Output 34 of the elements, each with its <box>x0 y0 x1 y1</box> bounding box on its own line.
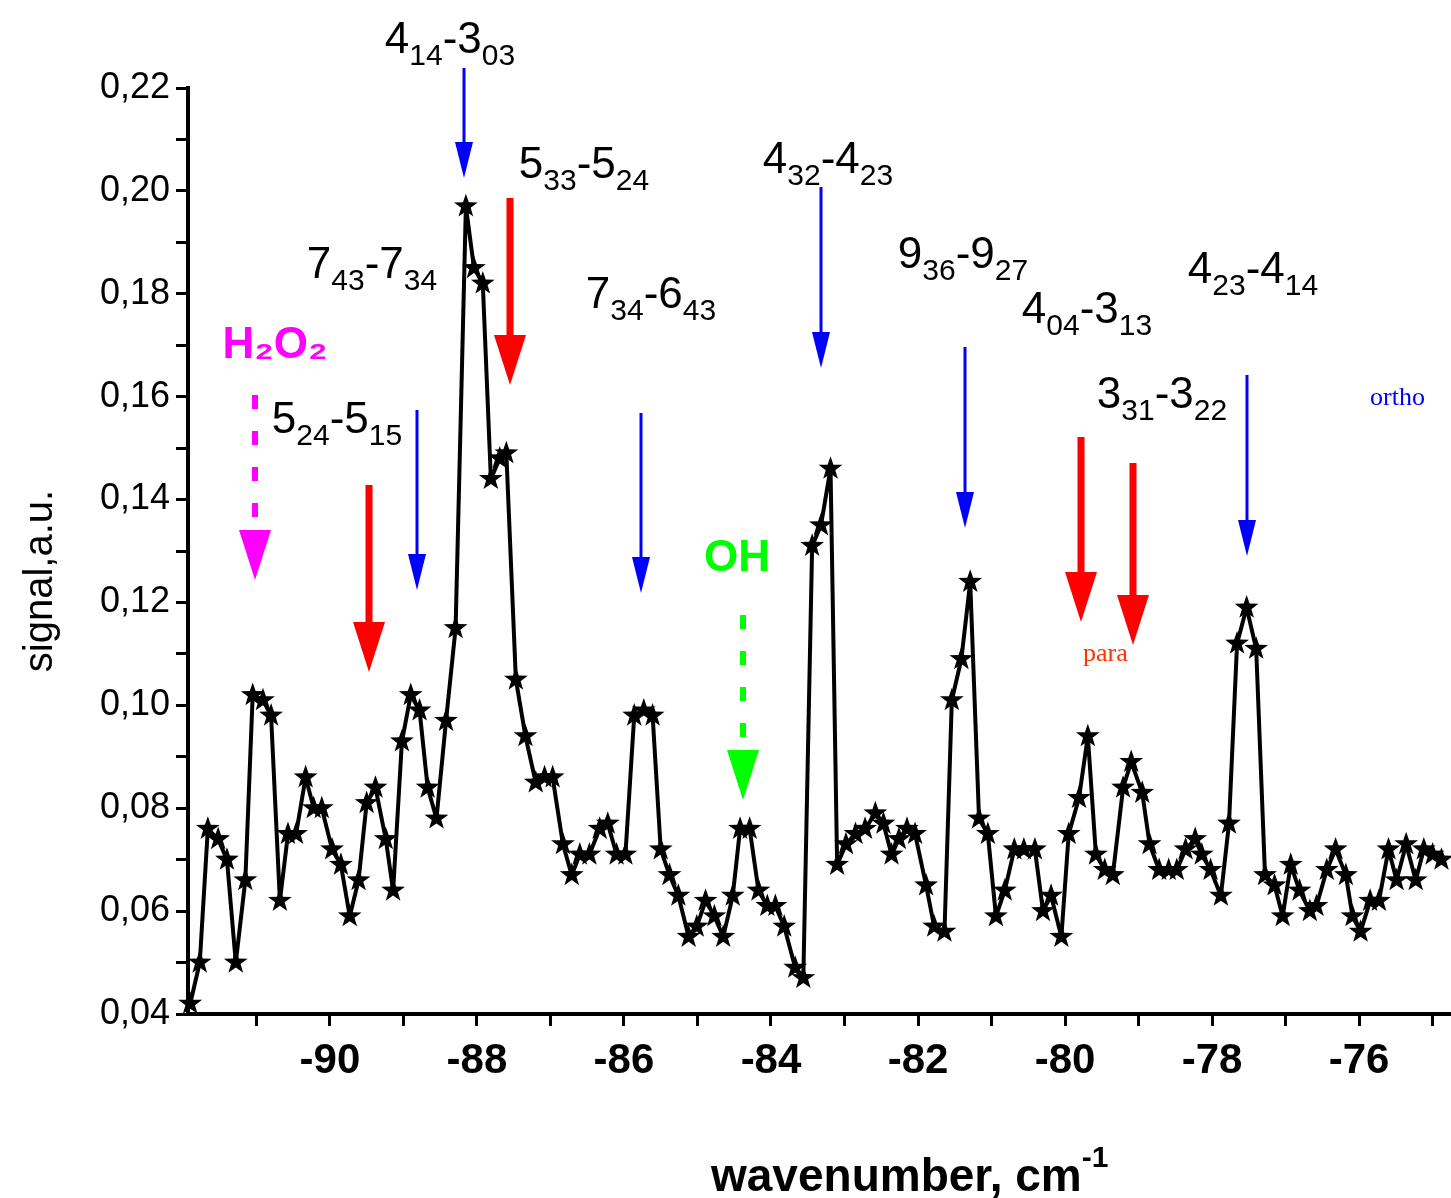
y-tick-label: 0,12 <box>99 579 170 621</box>
x-tick-label: -76 <box>1328 1034 1390 1082</box>
x-tick-label: -86 <box>593 1034 655 1082</box>
x-tick-label: -84 <box>740 1034 802 1082</box>
y-tick-label: 0,20 <box>99 167 170 209</box>
annotation: 4$_{23}$-4$_{14}$ <box>1187 243 1319 301</box>
y-tick-label: 0,22 <box>99 64 170 106</box>
x-tick-label: -90 <box>299 1034 361 1082</box>
annotation: 9$_{36}$-9$_{27}$ <box>897 228 1029 286</box>
annotation: 4$_{04}$-3$_{13}$ <box>1021 283 1153 341</box>
annotation: 5$_{24}$-5$_{15}$ <box>271 393 403 451</box>
annotation: 4$_{32}$-4$_{23}$ <box>762 133 894 191</box>
x-axis-title: wavenumber, cm$^{-1}$ <box>711 1140 1109 1198</box>
annotation: 3$_{31}$-3$_{22}$ <box>1096 368 1228 426</box>
annotation: 7$_{43}$-7$_{34}$ <box>306 238 438 296</box>
annotation: 5$_{33}$-5$_{24}$ <box>518 138 650 196</box>
annotation: OH <box>704 531 770 580</box>
y-tick-label: 0,08 <box>99 785 170 827</box>
x-tick-label: -82 <box>887 1034 949 1082</box>
x-tick-label: -78 <box>1181 1034 1243 1082</box>
y-tick-label: 0,04 <box>99 990 170 1032</box>
annotation: para <box>1083 638 1128 667</box>
y-tick-label: 0,16 <box>99 373 170 415</box>
x-tick-label: -88 <box>446 1034 508 1082</box>
y-tick-label: 0,10 <box>99 682 170 724</box>
annotation: H₂O₂ <box>222 318 328 367</box>
x-tick-label: -80 <box>1034 1034 1096 1082</box>
y-tick-label: 0,06 <box>99 888 170 930</box>
text: 4$_{14}$-3$_{03}$ <box>384 13 516 71</box>
annotation: ortho <box>1370 382 1425 411</box>
y-tick-label: 0,14 <box>99 476 170 518</box>
y-tick-label: 0,18 <box>99 270 170 312</box>
annotation: 7$_{34}$-6$_{43}$ <box>585 268 717 326</box>
y-axis-title: signal,a.u. <box>16 489 61 673</box>
